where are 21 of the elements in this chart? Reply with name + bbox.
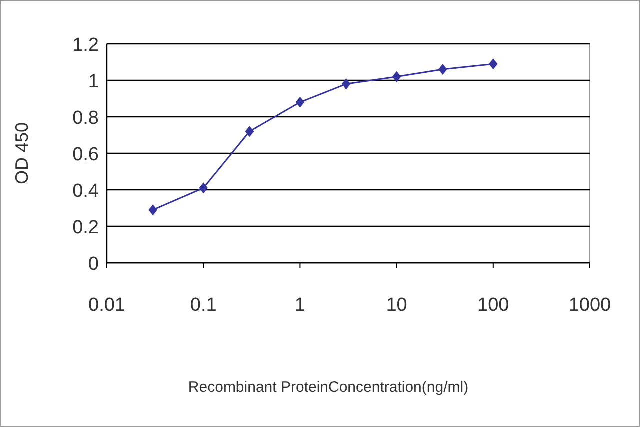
y-tick-label: 0.2 xyxy=(72,218,99,238)
point xyxy=(392,71,402,82)
point xyxy=(296,96,305,108)
point xyxy=(245,126,254,138)
point xyxy=(342,78,351,90)
y-tick-label: 0.6 xyxy=(72,144,99,166)
point xyxy=(148,204,158,216)
y-tick-label: 0 xyxy=(88,254,99,275)
y-tick-label: 0.8 xyxy=(72,108,99,129)
y-tick-label: 1.2 xyxy=(72,35,99,56)
x-tick-label: 1000 xyxy=(568,295,612,316)
x-tick-label: 10 xyxy=(386,295,408,316)
x-tick-label: 0.01 xyxy=(88,295,126,316)
y-tick-label: 1 xyxy=(88,72,99,92)
x-tick-label: 0.1 xyxy=(190,295,217,316)
y-tick-label: 0.4 xyxy=(72,181,100,202)
x-tick-label: 1 xyxy=(294,295,306,316)
point xyxy=(489,58,498,70)
x-tick-label: 100 xyxy=(478,295,510,316)
y-axis-title: OD 450 xyxy=(12,122,32,185)
x-axis-title: Recombinant ProteinConcentration(ng/ml) xyxy=(188,379,469,396)
